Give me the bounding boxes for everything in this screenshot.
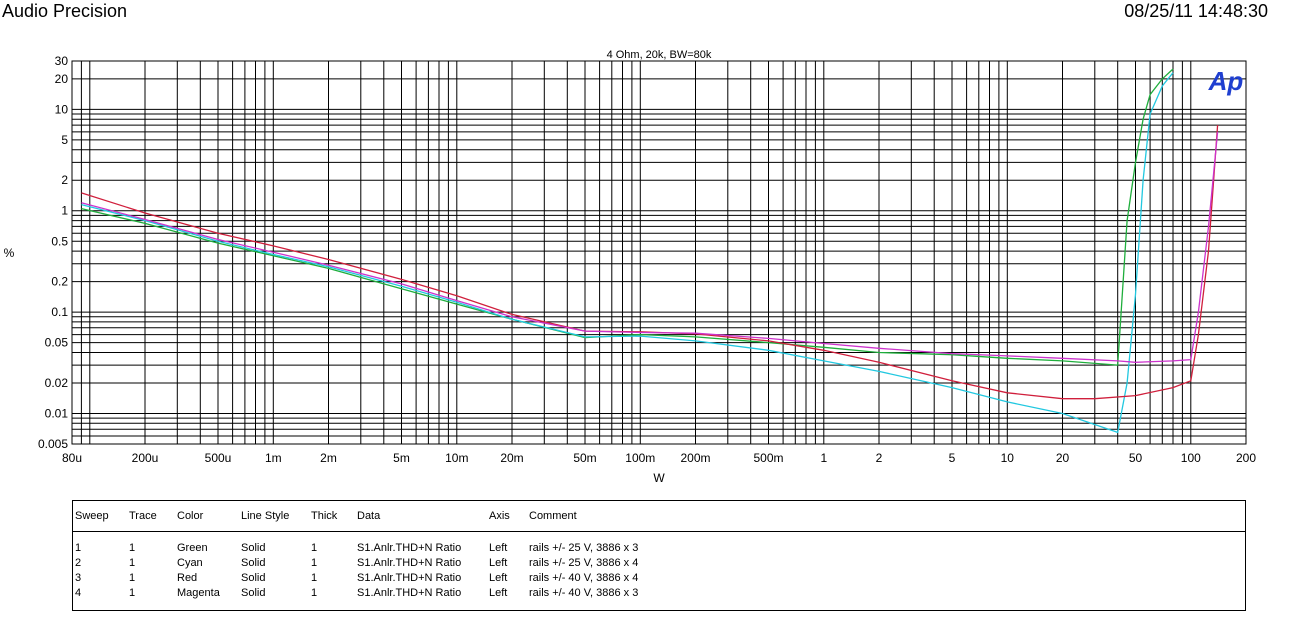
legend-row: 1 1 Green Solid 1 S1.Anlr.THD+N Ratio Le… <box>73 532 1245 556</box>
legend-cell: rails +/- 40 V, 3886 x 4 <box>529 571 639 584</box>
legend-cell: 4 <box>75 586 82 599</box>
plot-frame <box>71 60 1247 445</box>
legend-cell: rails +/- 25 V, 3886 x 4 <box>529 556 639 569</box>
thd-chart: 4 Ohm, 20k, BW=80k 30 20 10 5 2 1 0.5 0.2 0.1 0.0… <box>4 49 1257 485</box>
chart-title: 4 Ohm, 20k, BW=80k <box>607 49 712 61</box>
y-tick-label: 10 <box>55 102 69 116</box>
y-tick-label: 0.05 <box>45 336 69 350</box>
legend-cell: Left <box>489 586 508 599</box>
app-title: Audio Precision <box>2 1 128 21</box>
x-tick-label: 500u <box>205 451 232 465</box>
y-tick-label: 30 <box>55 54 69 68</box>
legend-cell: Left <box>489 541 508 554</box>
legend-header: Trace <box>127 501 175 532</box>
y-tick-label: 0.5 <box>51 234 68 248</box>
y-tick-label: 0.02 <box>45 376 69 390</box>
legend-row: 2 1 Cyan Solid 1 S1.Anlr.THD+N Ratio Lef… <box>73 555 1245 570</box>
legend-cell: 1 <box>129 571 136 584</box>
legend-cell: Solid <box>241 586 266 599</box>
x-tick-labels: 80u 200u 500u 1m 2m 5m 10m 20m 50m 100m 200m 500m 1 2… <box>62 451 1256 465</box>
y-tick-label: 1 <box>61 204 68 218</box>
x-tick-label: 50m <box>573 451 596 465</box>
legend-cell: 1 <box>129 541 136 554</box>
legend-cell: S1.Anlr.THD+N Ratio <box>357 541 462 554</box>
series-line-cyan <box>81 72 1174 434</box>
legend-row: 4 1 Magenta Solid 1 S1.Anlr.THD+N Ratio … <box>73 585 1245 600</box>
legend-cell: 1 <box>129 556 136 569</box>
x-tick-label: 200m <box>680 451 710 465</box>
y-tick-labels: 30 20 10 5 2 1 0.5 0.2 0.1 0.05 0.02 0.01 0.005 <box>38 54 68 451</box>
x-tick-label: 80u <box>62 451 82 465</box>
x-tick-label: 1 <box>820 451 827 465</box>
legend-cell: 1 <box>129 586 136 599</box>
legend-cell: Green <box>177 541 208 554</box>
legend-cell: Solid <box>241 571 266 584</box>
legend-cell: 3 <box>75 571 82 584</box>
legend-cell: rails +/- 40 V, 3886 x 3 <box>529 586 639 599</box>
legend-header: Sweep <box>73 501 127 532</box>
x-tick-label: 100m <box>625 451 655 465</box>
y-axis-label: % <box>4 246 15 260</box>
legend-row: 3 1 Red Solid 1 S1.Anlr.THD+N Ratio Left… <box>73 570 1245 585</box>
x-tick-label: 1m <box>265 451 282 465</box>
legend-cell: Solid <box>241 541 266 554</box>
x-tick-label: 50 <box>1129 451 1143 465</box>
x-tick-label: 5 <box>949 451 956 465</box>
y-tick-label: 0.01 <box>45 407 69 421</box>
x-axis-label: W <box>653 471 665 485</box>
x-tick-label: 20m <box>500 451 523 465</box>
y-tick-label: 2 <box>61 173 68 187</box>
x-tick-label: 10m <box>445 451 468 465</box>
legend-cell: Left <box>489 571 508 584</box>
legend-cell: S1.Anlr.THD+N Ratio <box>357 586 462 599</box>
x-tick-label: 200 <box>1236 451 1256 465</box>
series-line-magenta <box>81 131 1219 363</box>
series-lines <box>81 68 1219 434</box>
legend-header: Data <box>355 501 487 532</box>
x-tick-label: 10 <box>1001 451 1015 465</box>
timestamp: 08/25/11 14:48:30 <box>1124 1 1268 21</box>
legend-cell: Red <box>177 571 198 584</box>
y-tick-label: 20 <box>55 72 69 86</box>
legend-header-row: Sweep Trace Color Line Style Thick Data … <box>73 501 1245 532</box>
legend-cell: 1 <box>311 556 318 569</box>
legend-cell: 2 <box>75 556 82 569</box>
y-tick-label: 0.1 <box>51 305 68 319</box>
x-tick-label: 2m <box>320 451 337 465</box>
legend-header: Color <box>175 501 239 532</box>
y-tick-label: 5 <box>61 133 68 147</box>
x-tick-label: 100 <box>1181 451 1201 465</box>
legend-table: Sweep Trace Color Line Style Thick Data … <box>72 500 1246 611</box>
x-tick-label: 500m <box>753 451 783 465</box>
ap-logo: Ap <box>1208 66 1244 96</box>
legend-cell: 1 <box>311 586 318 599</box>
y-tick-label: 0.2 <box>51 275 68 289</box>
legend-header: Line Style <box>239 501 309 532</box>
legend-header: Thick <box>309 501 355 532</box>
legend-cell: 1 <box>311 541 318 554</box>
legend-cell: 1 <box>311 571 318 584</box>
x-tick-label: 200u <box>132 451 159 465</box>
legend-header: Axis <box>487 501 527 532</box>
x-tick-label: 2 <box>876 451 883 465</box>
x-tick-label: 20 <box>1056 451 1070 465</box>
legend-cell: S1.Anlr.THD+N Ratio <box>357 571 462 584</box>
legend-cell: Solid <box>241 556 266 569</box>
legend-cell: Cyan <box>177 556 203 569</box>
x-tick-label: 5m <box>393 451 410 465</box>
legend-cell: rails +/- 25 V, 3886 x 3 <box>529 541 639 554</box>
legend-cell: Magenta <box>177 586 220 599</box>
legend-cell: S1.Anlr.THD+N Ratio <box>357 556 462 569</box>
chart-grid <box>71 60 1247 445</box>
series-line-red <box>81 125 1219 400</box>
y-tick-label: 0.005 <box>38 437 68 451</box>
legend-cell: 1 <box>75 541 82 554</box>
legend-header: Comment <box>527 501 1245 532</box>
legend-cell: Left <box>489 556 508 569</box>
